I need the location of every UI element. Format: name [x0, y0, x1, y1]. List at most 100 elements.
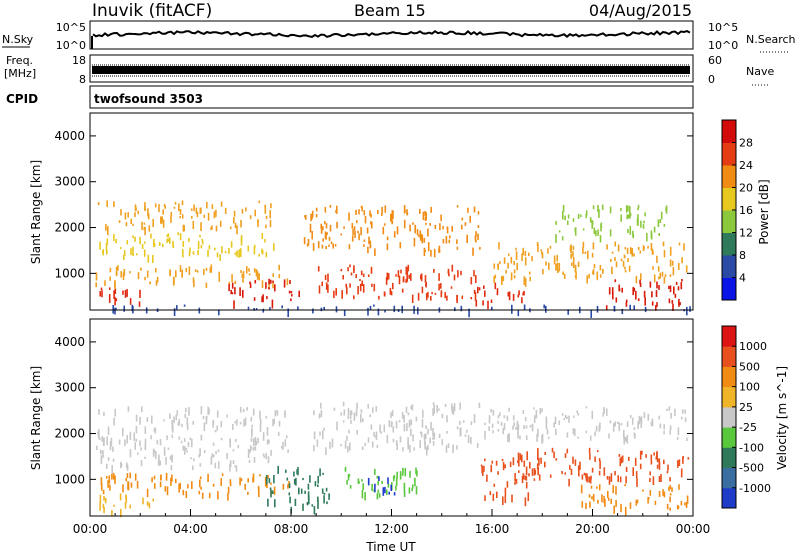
data-streak: [218, 271, 220, 275]
data-streak: [620, 214, 622, 222]
data-streak: [536, 463, 539, 470]
data-streak: [510, 272, 513, 281]
data-streak: [650, 461, 653, 465]
data-streak: [102, 489, 105, 495]
data-streak: [100, 483, 103, 491]
data-streak: [484, 422, 486, 426]
data-streak: [268, 281, 270, 290]
data-streak: [421, 418, 424, 428]
data-streak: [489, 491, 492, 496]
data-streak: [165, 456, 167, 465]
data-streak: [229, 463, 231, 472]
data-streak: [522, 247, 524, 256]
data-streak: [588, 273, 590, 279]
data-streak: [108, 475, 111, 484]
data-streak: [492, 430, 494, 434]
data-streak: [345, 283, 347, 288]
data-streak: [367, 404, 369, 409]
data-streak: [553, 255, 556, 265]
data-streak: [127, 212, 129, 218]
data-streak: [633, 287, 636, 292]
data-streak: [272, 280, 274, 283]
data-streak: [521, 475, 524, 484]
data-streak: [582, 241, 585, 248]
data-streak: [615, 486, 617, 495]
data-streak: [497, 428, 500, 432]
data-streak: [258, 488, 260, 497]
data-streak: [320, 307, 323, 312]
data-streak: [625, 476, 627, 484]
data-streak: [484, 290, 486, 297]
data-streak: [262, 453, 265, 456]
data-streak: [401, 288, 404, 293]
data-streak: [141, 221, 143, 231]
data-streak: [446, 295, 448, 301]
data-streak: [454, 307, 456, 312]
data-streak: [125, 222, 128, 227]
data-streak: [643, 220, 645, 224]
data-streak: [470, 297, 473, 300]
data-streak: [466, 429, 468, 433]
data-streak: [135, 414, 138, 422]
data-streak: [200, 207, 202, 214]
freq-strip: Freq. [MHz] 18 8 60 0 Nave: [4, 54, 774, 86]
data-streak: [234, 252, 237, 256]
data-streak: [623, 430, 625, 439]
data-streak: [430, 249, 432, 257]
data-streak: [359, 283, 362, 292]
data-streak: [545, 420, 548, 430]
data-streak: [294, 498, 297, 506]
colorbar-segment: [722, 326, 736, 347]
data-streak: [253, 438, 255, 446]
data-streak: [678, 242, 681, 246]
data-streak: [144, 227, 146, 236]
data-streak: [383, 223, 386, 226]
data-streak: [680, 416, 683, 420]
data-streak: [629, 502, 632, 509]
data-streak: [382, 487, 385, 496]
data-streak: [438, 248, 440, 253]
data-streak: [466, 234, 468, 243]
data-streak: [663, 424, 665, 430]
data-streak: [525, 482, 528, 489]
data-streak: [555, 221, 557, 225]
data-streak: [451, 225, 453, 232]
data-streak: [288, 483, 291, 489]
data-streak: [600, 222, 603, 228]
data-streak: [206, 201, 208, 209]
data-streak: [188, 407, 190, 416]
data-streak: [592, 205, 595, 210]
data-streak: [377, 489, 380, 493]
data-streak: [332, 243, 334, 249]
data-streak: [625, 205, 628, 212]
data-streak: [340, 268, 343, 272]
data-streak: [548, 262, 550, 270]
data-streak: [167, 238, 170, 242]
data-streak: [288, 290, 291, 294]
data-streak: [535, 410, 538, 419]
data-streak: [182, 489, 185, 496]
data-streak: [159, 439, 162, 446]
data-streak: [577, 213, 580, 219]
data-streak: [362, 273, 365, 277]
data-streak: [148, 502, 151, 509]
data-streak: [104, 280, 106, 287]
data-streak: [382, 226, 385, 235]
data-streak: [396, 226, 399, 235]
time-xlabel: Time UT: [365, 540, 416, 554]
data-streak: [666, 408, 668, 411]
colorbar-segment: [722, 255, 736, 278]
data-streak: [629, 212, 631, 219]
data-streak: [335, 288, 337, 296]
data-streak: [152, 498, 154, 502]
data-streak: [549, 245, 552, 249]
data-streak: [311, 231, 313, 240]
colorbar-tick-label: 12: [739, 227, 753, 240]
cpid-value: twofsound 3503: [94, 92, 203, 106]
data-streak: [572, 456, 574, 464]
data-streak: [324, 231, 327, 240]
data-streak: [137, 272, 140, 280]
data-streak: [226, 453, 228, 460]
data-streak: [375, 431, 378, 440]
